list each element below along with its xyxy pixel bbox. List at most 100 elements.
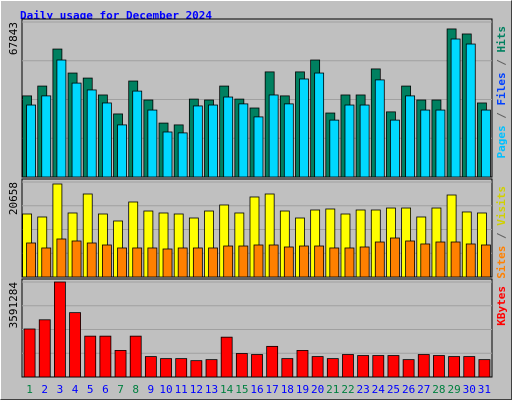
x-tick-label: 14 bbox=[220, 383, 234, 396]
x-tick-label: 4 bbox=[72, 383, 79, 396]
bar bbox=[268, 94, 279, 178]
bar bbox=[283, 103, 294, 178]
bar bbox=[56, 59, 67, 178]
bar bbox=[190, 360, 203, 378]
bar bbox=[253, 116, 264, 178]
bar bbox=[390, 119, 400, 178]
x-tick-label: 30 bbox=[463, 383, 476, 396]
x-tick-label: 6 bbox=[102, 383, 109, 396]
x-tick-label: 22 bbox=[341, 383, 354, 396]
x-tick-label: 20 bbox=[311, 383, 324, 396]
bar bbox=[160, 358, 172, 378]
bar bbox=[71, 240, 82, 278]
x-tick-label: 28 bbox=[432, 383, 445, 396]
axis-label-part: / bbox=[495, 226, 508, 246]
bar bbox=[387, 355, 400, 378]
bar bbox=[162, 248, 173, 278]
bar bbox=[296, 350, 309, 378]
bar bbox=[56, 238, 67, 278]
bar bbox=[162, 131, 173, 178]
bar bbox=[220, 336, 233, 378]
bar bbox=[26, 242, 36, 278]
bar bbox=[101, 244, 112, 278]
bar bbox=[448, 356, 460, 378]
bar bbox=[374, 79, 385, 178]
bar bbox=[117, 124, 127, 178]
bar bbox=[238, 103, 249, 178]
x-tick-label: 17 bbox=[266, 383, 279, 396]
bar bbox=[329, 247, 340, 278]
y-tick-label: 20658 bbox=[7, 182, 20, 215]
bar bbox=[344, 247, 355, 278]
x-tick-label: 8 bbox=[132, 383, 139, 396]
bar bbox=[144, 356, 157, 378]
bar bbox=[192, 105, 203, 178]
bar bbox=[311, 356, 324, 378]
x-tick-label: 5 bbox=[87, 383, 94, 396]
bar bbox=[283, 246, 294, 278]
bar bbox=[71, 82, 82, 178]
bar bbox=[101, 102, 112, 178]
bar bbox=[405, 95, 416, 178]
bar bbox=[175, 358, 188, 378]
bar bbox=[390, 237, 400, 278]
bar bbox=[84, 335, 97, 378]
bar bbox=[117, 247, 127, 278]
bar bbox=[342, 354, 354, 378]
bar bbox=[463, 356, 476, 378]
bar bbox=[54, 281, 66, 378]
bar bbox=[132, 90, 143, 178]
bar bbox=[420, 243, 431, 278]
bar bbox=[329, 119, 340, 178]
bar bbox=[481, 244, 491, 278]
axis-label-part: Files bbox=[495, 72, 508, 105]
bar bbox=[208, 247, 218, 278]
x-tick-label: 26 bbox=[402, 383, 415, 396]
axis-label-part: Visits bbox=[495, 186, 508, 226]
bar bbox=[223, 96, 234, 178]
x-tick-label: 27 bbox=[417, 383, 430, 396]
x-tick-label: 21 bbox=[326, 383, 339, 396]
bar bbox=[38, 319, 51, 378]
bar bbox=[86, 89, 97, 178]
bar bbox=[281, 358, 294, 378]
bar bbox=[41, 247, 52, 278]
bar bbox=[465, 243, 476, 278]
bar bbox=[268, 244, 279, 278]
bar bbox=[238, 245, 249, 278]
bar bbox=[417, 354, 430, 378]
bar bbox=[266, 345, 279, 378]
x-tick-label: 12 bbox=[190, 383, 203, 396]
bar bbox=[465, 43, 476, 178]
bar bbox=[344, 104, 355, 178]
bar bbox=[147, 109, 158, 178]
bar bbox=[299, 245, 309, 278]
bar bbox=[235, 353, 248, 378]
x-tick-label: 29 bbox=[447, 383, 460, 396]
axis-label-part: / bbox=[495, 106, 508, 126]
bar bbox=[405, 240, 416, 278]
x-tick-label: 23 bbox=[357, 383, 370, 396]
bar bbox=[450, 241, 461, 278]
bar bbox=[26, 104, 36, 178]
x-tick-label: 18 bbox=[281, 383, 294, 396]
bar bbox=[420, 109, 431, 178]
x-tick-label: 16 bbox=[250, 383, 263, 396]
x-tick-label: 2 bbox=[41, 383, 48, 396]
axis-label-part: Pages bbox=[495, 125, 508, 158]
x-tick-label: 11 bbox=[175, 383, 188, 396]
x-tick-label: 10 bbox=[159, 383, 172, 396]
bar bbox=[435, 241, 446, 278]
y-tick-label: 3591284 bbox=[7, 282, 20, 329]
x-tick-label: 25 bbox=[387, 383, 400, 396]
bar bbox=[205, 359, 218, 378]
axis-label: Pages / Files / Hits bbox=[495, 26, 508, 159]
bar bbox=[359, 246, 370, 278]
axis-label-part: Hits bbox=[495, 26, 508, 53]
x-tick-label: 9 bbox=[148, 383, 155, 396]
axis-label-part: KBytes bbox=[495, 286, 508, 326]
axis-label-part: / bbox=[495, 53, 508, 73]
